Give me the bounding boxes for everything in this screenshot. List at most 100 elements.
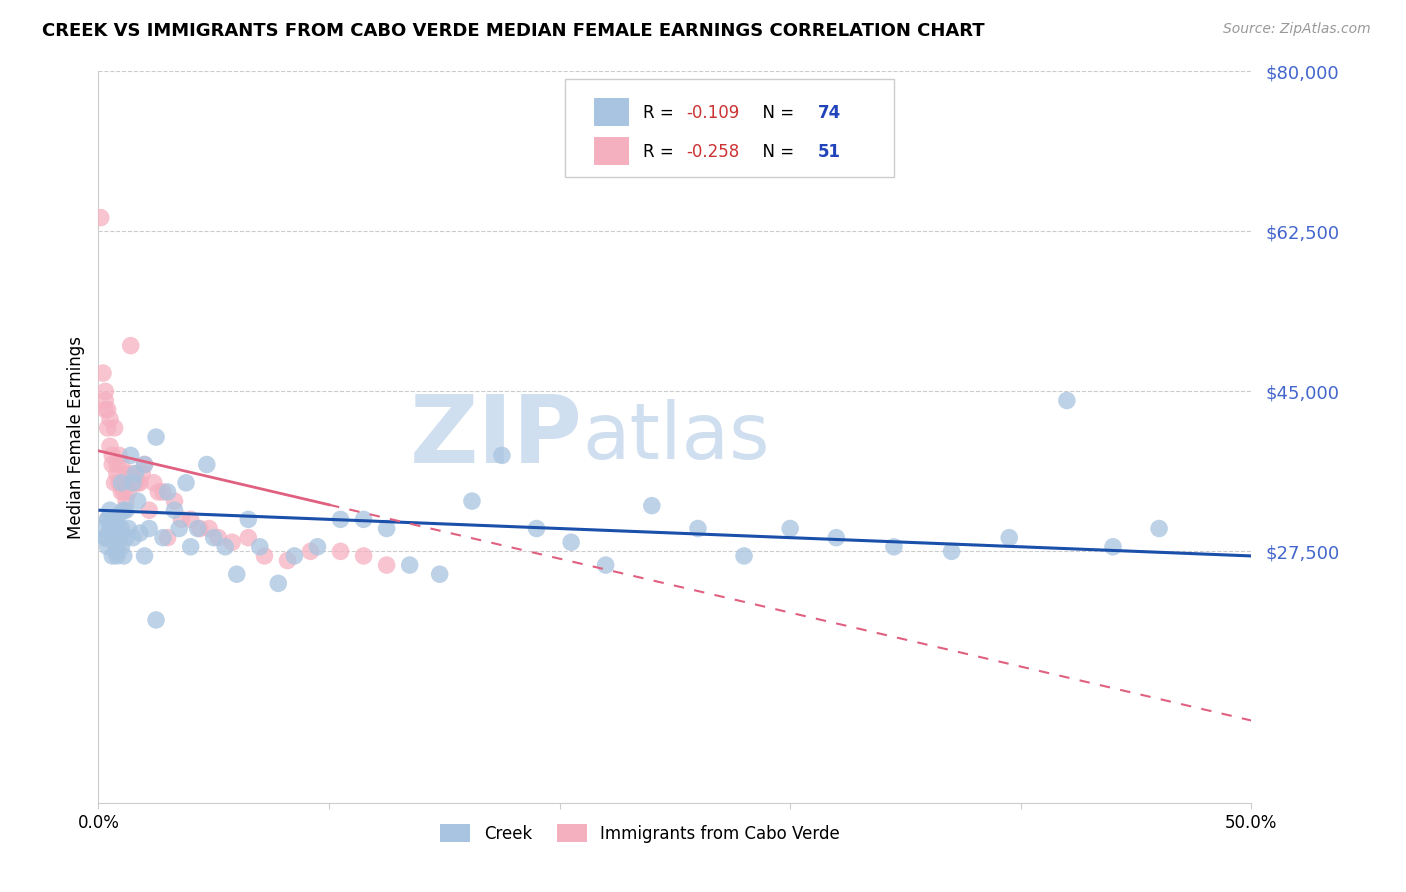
Point [115, 503, 138, 517]
Point [461, 494, 484, 508]
Point [163, 494, 186, 508]
Point [97, 421, 120, 435]
Point [98, 411, 121, 425]
Point [198, 521, 221, 535]
Text: -0.258: -0.258 [686, 143, 740, 161]
Point [825, 531, 848, 545]
Point [101, 458, 124, 472]
Point [105, 516, 128, 531]
Point [170, 512, 193, 526]
Point [276, 553, 298, 567]
Point [238, 531, 260, 545]
Point [1102, 540, 1125, 554]
Point [174, 475, 197, 490]
Point [105, 544, 128, 558]
Point [105, 458, 128, 472]
Point [112, 503, 135, 517]
Point [103, 475, 125, 490]
Point [105, 540, 128, 554]
Text: R =: R = [643, 103, 679, 122]
Point [122, 531, 145, 545]
Point [94, 531, 117, 545]
Text: N =: N = [752, 103, 800, 122]
Point [115, 494, 138, 508]
Text: 74: 74 [818, 103, 841, 122]
Point [641, 499, 664, 513]
Point [97, 512, 120, 526]
Point [163, 503, 186, 517]
Point [97, 540, 120, 554]
Text: N =: N = [752, 143, 800, 161]
Point [1147, 521, 1170, 535]
Point [202, 531, 225, 545]
Text: atlas: atlas [582, 399, 770, 475]
Point [883, 540, 905, 554]
Point [188, 521, 211, 535]
Point [353, 549, 375, 563]
Point [131, 467, 153, 481]
Point [134, 549, 156, 563]
Point [187, 521, 209, 535]
Point [97, 512, 120, 526]
Point [249, 540, 271, 554]
Point [329, 544, 352, 558]
Point [112, 484, 135, 499]
Text: 51: 51 [818, 143, 841, 161]
Text: R =: R = [643, 143, 679, 161]
Point [238, 512, 260, 526]
Point [94, 531, 117, 545]
Point [127, 475, 149, 490]
Point [101, 448, 124, 462]
Y-axis label: Median Female Earnings: Median Female Earnings [66, 335, 84, 539]
Point [941, 544, 963, 558]
Point [560, 535, 582, 549]
Point [129, 526, 152, 541]
Point [180, 540, 202, 554]
Point [94, 384, 117, 399]
Point [1056, 393, 1078, 408]
Point [375, 521, 398, 535]
Point [94, 393, 117, 408]
Point [429, 567, 451, 582]
Point [117, 521, 139, 535]
Text: ZIP: ZIP [409, 391, 582, 483]
Point [124, 467, 146, 481]
Point [110, 521, 132, 535]
Point [148, 484, 170, 499]
Point [283, 549, 305, 563]
Point [110, 458, 132, 472]
Point [998, 531, 1021, 545]
Point [127, 494, 149, 508]
Point [103, 535, 125, 549]
Point [221, 535, 243, 549]
Point [91, 366, 114, 380]
Point [108, 531, 131, 545]
Point [145, 613, 167, 627]
Point [142, 475, 165, 490]
Text: -0.109: -0.109 [686, 103, 740, 122]
FancyBboxPatch shape [565, 78, 894, 178]
Point [101, 512, 124, 526]
Point [733, 549, 755, 563]
Point [253, 549, 276, 563]
Point [180, 512, 202, 526]
Text: CREEK VS IMMIGRANTS FROM CABO VERDE MEDIAN FEMALE EARNINGS CORRELATION CHART: CREEK VS IMMIGRANTS FROM CABO VERDE MEDI… [42, 22, 984, 40]
Point [90, 211, 112, 225]
Point [94, 402, 117, 417]
Point [145, 430, 167, 444]
Point [105, 467, 128, 481]
Point [115, 467, 138, 481]
Point [112, 503, 135, 517]
Point [110, 540, 132, 554]
Bar [595, 137, 628, 165]
Text: Source: ZipAtlas.com: Source: ZipAtlas.com [1223, 22, 1371, 37]
Point [98, 503, 121, 517]
Point [103, 526, 125, 541]
Point [122, 475, 145, 490]
Point [225, 567, 247, 582]
Point [207, 531, 229, 545]
Point [491, 448, 513, 462]
Point [138, 503, 160, 517]
Point [108, 448, 131, 462]
Point [110, 484, 132, 499]
